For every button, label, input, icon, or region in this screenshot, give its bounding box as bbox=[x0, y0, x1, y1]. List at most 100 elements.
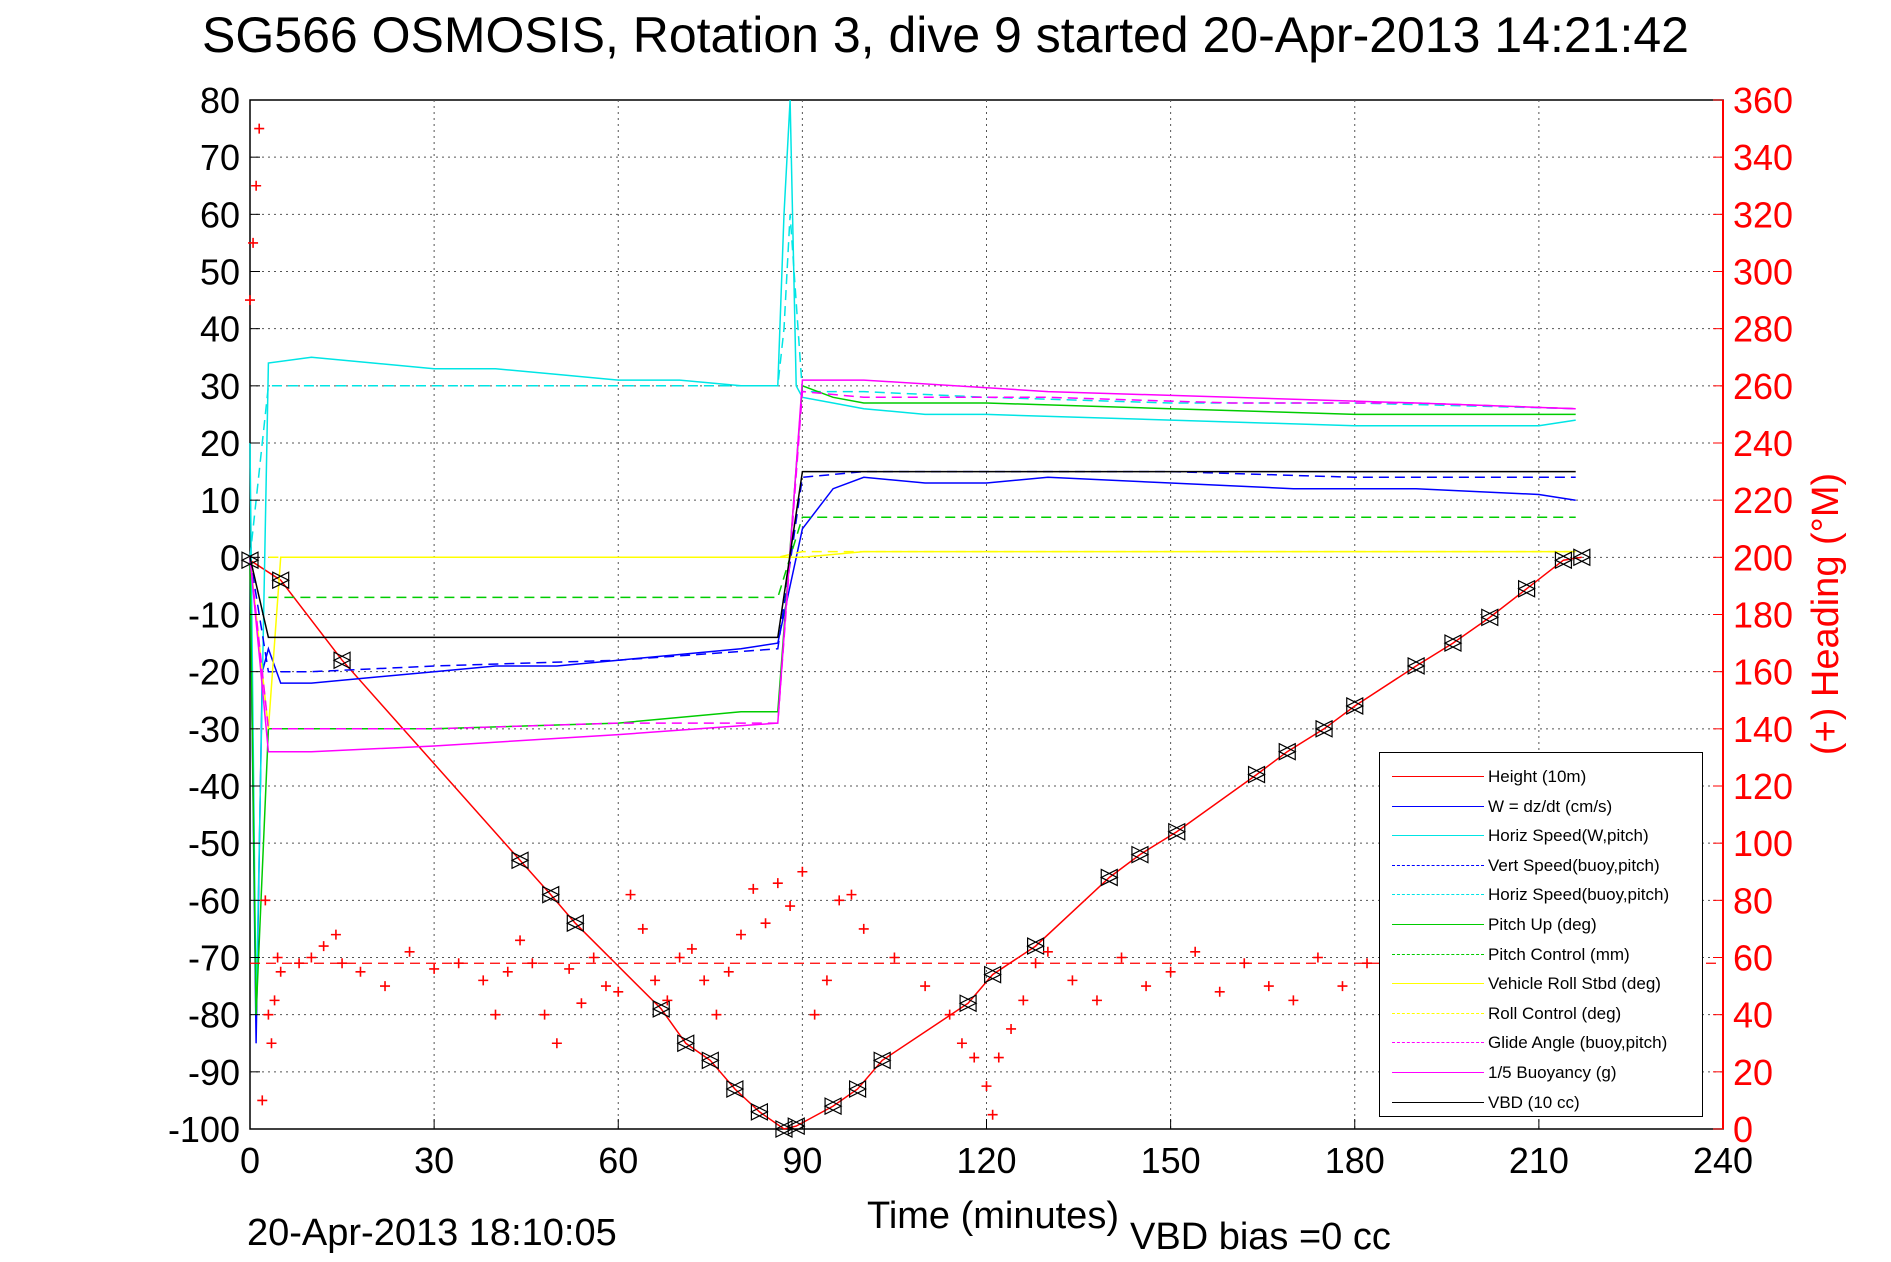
height-marker bbox=[1247, 765, 1266, 784]
x-tick-label: 30 bbox=[414, 1140, 454, 1181]
legend-label: Pitch Up (deg) bbox=[1488, 915, 1597, 934]
y2-tick-label: 0 bbox=[1733, 1109, 1753, 1150]
heading-point bbox=[889, 952, 900, 963]
heading-point bbox=[564, 963, 575, 974]
heading-point bbox=[858, 923, 869, 934]
x-tick-label: 120 bbox=[956, 1140, 1016, 1181]
legend-label: Horiz Speed(buoy,pitch) bbox=[1488, 885, 1670, 905]
legend-item: VBD (10 cc) bbox=[1380, 1089, 1702, 1117]
heading-point bbox=[993, 1052, 1004, 1063]
y-tick-label: 30 bbox=[200, 366, 240, 407]
legend-label: Pitch Control (mm) bbox=[1488, 944, 1630, 964]
heading-point bbox=[711, 1009, 722, 1020]
height-marker bbox=[1406, 656, 1426, 675]
height-marker bbox=[510, 851, 530, 870]
legend-item: Roll Control (deg) bbox=[1380, 1000, 1702, 1028]
legend-swatch bbox=[1392, 1042, 1484, 1044]
heading-point bbox=[429, 963, 440, 974]
y-tick-label: -60 bbox=[188, 880, 240, 921]
heading-point bbox=[380, 981, 391, 992]
legend-swatch bbox=[1392, 835, 1484, 837]
heading-point bbox=[1141, 981, 1152, 992]
x-tick-label: 150 bbox=[1141, 1140, 1201, 1181]
y2-tick-label: 120 bbox=[1733, 766, 1793, 807]
legend-item: Vert Speed(buoy,pitch) bbox=[1380, 852, 1702, 880]
y-tick-label: -30 bbox=[188, 709, 240, 750]
heading-point bbox=[772, 878, 783, 889]
x-tick-label: 60 bbox=[598, 1140, 638, 1181]
heading-point bbox=[515, 935, 526, 946]
legend-item: Pitch Up (deg) bbox=[1380, 911, 1702, 939]
legend-swatch bbox=[1392, 983, 1484, 985]
y-tick-label: 60 bbox=[200, 194, 240, 235]
y2-tick-label: 180 bbox=[1733, 595, 1793, 636]
heading-point bbox=[613, 986, 624, 997]
x-tick-label: 210 bbox=[1509, 1140, 1569, 1181]
heading-point bbox=[1116, 952, 1127, 963]
height-marker bbox=[872, 1051, 892, 1070]
heading-point bbox=[551, 1038, 562, 1049]
heading-point bbox=[981, 1081, 992, 1092]
y-tick-label: 20 bbox=[200, 423, 240, 464]
x-tick-label: 240 bbox=[1693, 1140, 1753, 1181]
heading-point bbox=[674, 952, 685, 963]
y2-tick-label: 280 bbox=[1733, 309, 1793, 350]
series-line-1 bbox=[249, 476, 1576, 1044]
series-line-2 bbox=[249, 99, 1576, 1015]
heading-point bbox=[260, 895, 271, 906]
plot-timestamp: 20-Apr-2013 18:10:05 bbox=[247, 1212, 617, 1254]
legend-swatch bbox=[1392, 1012, 1484, 1014]
height-marker bbox=[1277, 742, 1297, 761]
heading-point bbox=[1006, 1023, 1017, 1034]
heading-point bbox=[337, 958, 348, 969]
heading-point bbox=[1042, 946, 1053, 957]
height-marker bbox=[786, 1117, 806, 1136]
legend-swatch bbox=[1392, 924, 1484, 925]
heading-point bbox=[1190, 946, 1201, 957]
heading-point bbox=[1165, 966, 1176, 977]
y-tick-label: 70 bbox=[200, 137, 240, 178]
height-marker bbox=[823, 1097, 843, 1116]
height-marker bbox=[271, 571, 291, 590]
y2-tick-label: 80 bbox=[1733, 880, 1773, 921]
heading-point bbox=[294, 958, 305, 969]
series-line-8 bbox=[268, 550, 1576, 559]
y2-tick-label: 320 bbox=[1733, 194, 1793, 235]
heading-point bbox=[969, 1052, 980, 1063]
heading-point bbox=[404, 946, 415, 957]
heading-point bbox=[625, 889, 636, 900]
heading-point bbox=[748, 883, 759, 894]
heading-point bbox=[1091, 995, 1102, 1006]
heading-point bbox=[1263, 981, 1274, 992]
heading-point bbox=[490, 1009, 501, 1020]
y2-tick-label: 260 bbox=[1733, 366, 1793, 407]
vbd-bias: VBD bias =0 cc bbox=[1130, 1216, 1391, 1258]
legend-label: Vert Speed(buoy,pitch) bbox=[1488, 855, 1660, 875]
height-marker bbox=[1026, 937, 1045, 956]
height-marker bbox=[676, 1034, 696, 1053]
legend-label: Glide Angle (buoy,pitch) bbox=[1488, 1033, 1668, 1053]
heading-point bbox=[275, 966, 286, 977]
y-tick-label: -50 bbox=[188, 823, 240, 864]
legend-item: W = dz/dt (cm/s) bbox=[1380, 793, 1702, 821]
legend-swatch bbox=[1392, 894, 1484, 896]
x-axis-label: Time (minutes) bbox=[867, 1195, 1119, 1237]
heading-point bbox=[723, 966, 734, 977]
heading-point bbox=[809, 1009, 820, 1020]
heading-point bbox=[834, 895, 845, 906]
heading-point bbox=[1214, 986, 1225, 997]
heading-point bbox=[1030, 958, 1041, 969]
height-marker bbox=[1167, 822, 1187, 841]
legend-swatch bbox=[1392, 776, 1484, 777]
heading-point bbox=[478, 975, 489, 986]
y-tick-label: -10 bbox=[188, 595, 240, 636]
height-marker bbox=[725, 1080, 745, 1098]
y2-tick-label: 220 bbox=[1733, 480, 1793, 521]
heading-point bbox=[306, 952, 317, 963]
y2-tick-label: 20 bbox=[1733, 1052, 1773, 1093]
axes: 0 30 60 90 120 150 180 210 24080706050403020100-… bbox=[168, 80, 1793, 1181]
legend-swatch bbox=[1392, 953, 1484, 955]
y-tick-label: -70 bbox=[188, 938, 240, 979]
heading-point bbox=[257, 1095, 268, 1106]
